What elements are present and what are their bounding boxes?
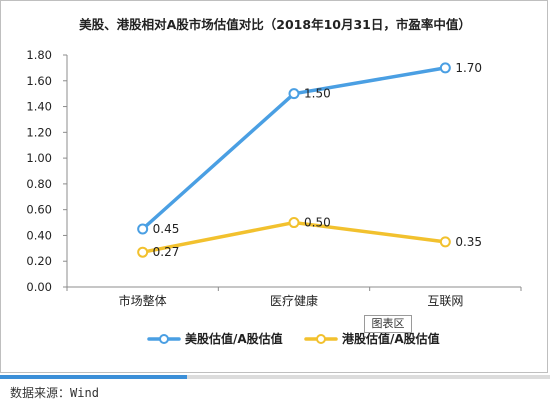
source-label: 数据来源： xyxy=(10,386,71,400)
data-label: 0.35 xyxy=(455,235,482,249)
y-tick-label: 1.20 xyxy=(26,125,52,139)
data-point xyxy=(439,62,451,74)
data-label: 0.50 xyxy=(304,216,331,230)
y-tick-label: 0.60 xyxy=(26,203,52,217)
data-label: 0.27 xyxy=(153,245,180,259)
x-tick-label: 互联网 xyxy=(427,294,463,308)
chart-area-tooltip: 图表区 xyxy=(364,315,412,333)
x-tick-label: 医疗健康 xyxy=(270,293,318,308)
y-tick-label: 1.80 xyxy=(26,48,52,62)
progress-fill xyxy=(0,375,187,379)
data-point xyxy=(439,236,451,248)
data-point xyxy=(288,217,300,229)
legend-label: 港股估值/A股估值 xyxy=(342,331,440,346)
y-tick-label: 0.20 xyxy=(26,254,52,268)
data-label: 1.70 xyxy=(455,61,482,75)
y-tick-label: 0.80 xyxy=(26,177,52,191)
y-tick-label: 1.60 xyxy=(26,74,52,88)
legend-swatch-marker xyxy=(159,334,169,344)
legend-swatch-marker xyxy=(316,334,326,344)
y-tick-label: 1.40 xyxy=(26,100,52,114)
progress-track xyxy=(0,375,550,379)
source-note: 数据来源：Wind xyxy=(10,384,99,401)
source-value: Wind xyxy=(70,386,99,400)
data-label: 0.45 xyxy=(153,222,180,236)
data-label: 1.50 xyxy=(304,87,331,101)
y-tick-label: 0.40 xyxy=(26,228,52,242)
y-tick-label: 0.00 xyxy=(26,280,52,294)
line-chart: 0.00 0.20 0.40 0.60 0.80 1.00 1.20 1.40 1.60 1.80… xyxy=(26,48,522,346)
chart-frame xyxy=(0,0,548,373)
data-point xyxy=(137,223,149,235)
x-tick-label: 市场整体 xyxy=(119,293,167,308)
y-tick-label: 1.00 xyxy=(26,151,52,165)
chart-title: 美股、港股相对A股市场估值对比（2018年10月31日，市盈率中值） xyxy=(79,17,471,32)
data-point xyxy=(288,88,300,100)
data-point xyxy=(137,246,149,258)
legend-label: 美股估值/A股估值 xyxy=(185,331,283,346)
